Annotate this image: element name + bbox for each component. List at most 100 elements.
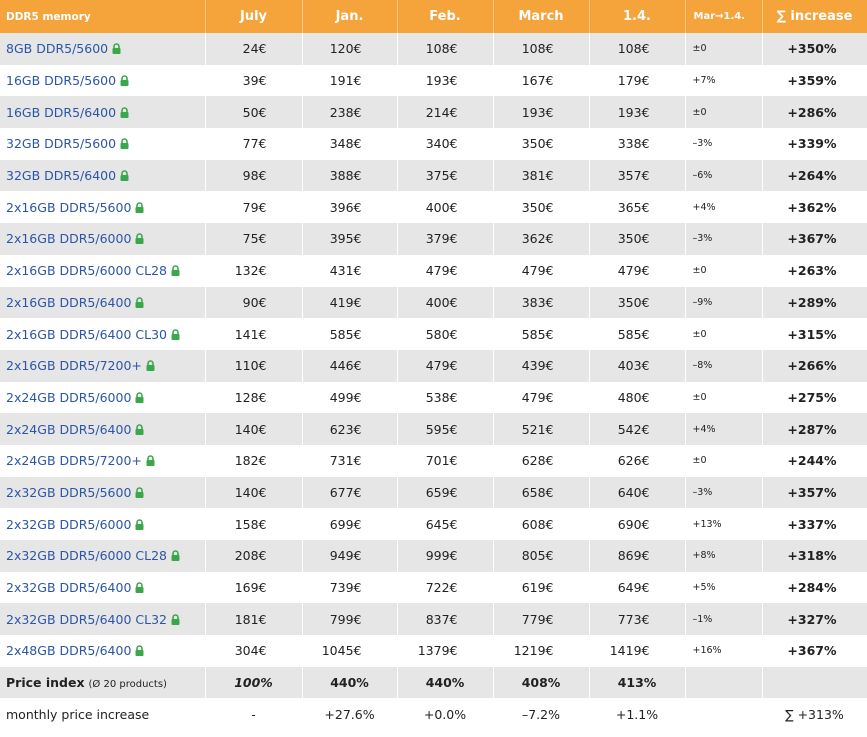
price-cell: 350€: [589, 286, 686, 319]
product-link[interactable]: 2x16GB DDR5/7200+: [6, 358, 142, 374]
change-cell: +4%: [685, 191, 763, 224]
product-link[interactable]: 2x32GB DDR5/6400 CL32: [6, 611, 167, 627]
change-cell: ±0: [685, 444, 763, 477]
increase-cell: +362%: [762, 191, 867, 224]
product-cell: 2x24GB DDR5/6400: [0, 413, 206, 445]
increase-cell: +275%: [762, 381, 867, 414]
price-cell: 396€: [302, 191, 398, 224]
price-cell: 340€: [397, 128, 494, 160]
price-index-label: Price index: [6, 675, 85, 691]
lock-icon: [171, 265, 180, 277]
price-cell: 140€: [205, 476, 303, 509]
price-cell: 699€: [302, 508, 398, 540]
product-link[interactable]: 2x32GB DDR5/6000: [6, 516, 132, 532]
monthly-total: ∑ +313%: [762, 698, 867, 731]
column-header: Jan.: [302, 0, 398, 33]
product-row: 2x32GB DDR5/5600 140€ 677€ 659€ 658€ 640€ –3% +…: [0, 476, 867, 509]
product-link[interactable]: 2x16GB DDR5/5600: [6, 199, 132, 215]
price-cell: 731€: [302, 444, 398, 477]
increase-cell: +266%: [762, 349, 867, 382]
monthly-row: monthly price increase - +27.6% +0.0% –7.2% +…: [0, 698, 867, 731]
price-cell: 480€: [589, 381, 686, 414]
product-row: 2x24GB DDR5/7200+ 182€ 731€ 701€ 628€ 626€ ±0 +…: [0, 444, 867, 477]
price-cell: 446€: [302, 349, 398, 382]
change-cell: –3%: [685, 223, 763, 255]
price-cell: 585€: [302, 318, 398, 350]
price-cell: 362€: [493, 223, 590, 255]
product-link[interactable]: 2x16GB DDR5/6400: [6, 294, 132, 310]
product-row: 2x16GB DDR5/6000 75€ 395€ 379€ 362€ 350€ –3% +3…: [0, 223, 867, 255]
price-cell: 649€: [589, 571, 686, 604]
price-cell: 193€: [493, 96, 590, 129]
product-row: 2x32GB DDR5/6000 CL28 208€ 949€ 999€ 805€ 869…: [0, 540, 867, 572]
price-cell: 799€: [302, 603, 398, 636]
price-cell: 739€: [302, 571, 398, 604]
price-cell: 499€: [302, 381, 398, 414]
product-link[interactable]: 2x32GB DDR5/5600: [6, 484, 132, 500]
product-link[interactable]: 32GB DDR5/5600: [6, 136, 117, 152]
price-index-label-cell: Price index (Ø 20 products): [0, 666, 206, 699]
price-cell: 439€: [493, 349, 590, 382]
product-link[interactable]: 2x24GB DDR5/7200+: [6, 453, 142, 469]
product-cell: 2x32GB DDR5/6400: [0, 571, 206, 604]
price-cell: 169€: [205, 571, 303, 604]
change-cell: +7%: [685, 64, 763, 97]
price-cell: 24€: [205, 33, 303, 65]
product-row: 2x24GB DDR5/6000 128€ 499€ 538€ 479€ 480€ ±0 +2…: [0, 381, 867, 414]
product-cell: 2x16GB DDR5/5600: [0, 191, 206, 224]
product-row: 2x16GB DDR5/6400 CL30 141€ 585€ 580€ 585€ 585…: [0, 318, 867, 350]
lock-icon: [146, 455, 155, 467]
price-cell: 585€: [589, 318, 686, 350]
lock-icon: [135, 487, 144, 498]
change-cell: –3%: [685, 476, 763, 509]
change-cell: ±0: [685, 96, 763, 129]
price-cell: 350€: [589, 223, 686, 255]
price-cell: 722€: [397, 571, 494, 604]
increase-cell: +350%: [762, 33, 867, 65]
price-cell: 690€: [589, 508, 686, 540]
product-link[interactable]: 8GB DDR5/5600: [6, 41, 109, 57]
column-header: Mar→1.4.: [685, 0, 763, 33]
product-link[interactable]: 32GB DDR5/6400: [6, 168, 117, 184]
column-header: ∑ increase: [762, 0, 867, 33]
lock-icon: [120, 138, 129, 150]
product-link[interactable]: 2x48GB DDR5/6400: [6, 643, 132, 659]
product-cell: 2x16GB DDR5/6000 CL28: [0, 254, 206, 287]
price-cell: 158€: [205, 508, 303, 540]
product-row: 2x32GB DDR5/6400 169€ 739€ 722€ 619€ 649€ +5% +…: [0, 571, 867, 604]
price-cell: 659€: [397, 476, 494, 509]
lock-icon: [171, 550, 180, 562]
product-link[interactable]: 2x32GB DDR5/6400: [6, 580, 132, 596]
column-header: March: [493, 0, 590, 33]
change-cell: –3%: [685, 128, 763, 160]
product-link[interactable]: 2x24GB DDR5/6000: [6, 389, 132, 405]
product-link[interactable]: 2x32GB DDR5/6000 CL28: [6, 548, 167, 564]
product-link[interactable]: 2x16GB DDR5/6400 CL30: [6, 326, 167, 342]
product-cell: 32GB DDR5/5600: [0, 128, 206, 160]
price-cell: 132€: [205, 254, 303, 287]
product-cell: 2x16GB DDR5/7200+: [0, 349, 206, 382]
price-cell: 90€: [205, 286, 303, 319]
increase-cell: +357%: [762, 476, 867, 509]
product-link[interactable]: 2x16GB DDR5/6000 CL28: [6, 263, 167, 279]
price-cell: 208€: [205, 540, 303, 572]
increase-cell: +263%: [762, 254, 867, 287]
product-link[interactable]: 2x16GB DDR5/6000: [6, 231, 132, 247]
price-cell: 658€: [493, 476, 590, 509]
price-cell: 179€: [589, 64, 686, 97]
lock-icon: [135, 645, 144, 657]
price-cell: 1379€: [397, 635, 494, 667]
product-row: 2x24GB DDR5/6400 140€ 623€ 595€ 521€ 542€ +4% +…: [0, 413, 867, 445]
lock-icon: [135, 392, 144, 403]
column-header: 1.4.: [589, 0, 686, 33]
product-cell: 32GB DDR5/6400: [0, 159, 206, 192]
product-link[interactable]: 2x24GB DDR5/6400: [6, 421, 132, 437]
price-cell: 701€: [397, 444, 494, 477]
price-cell: 773€: [589, 603, 686, 636]
product-cell: 2x24GB DDR5/7200+: [0, 444, 206, 477]
product-link[interactable]: 16GB DDR5/6400: [6, 104, 117, 120]
change-cell: ±0: [685, 254, 763, 287]
product-link[interactable]: 16GB DDR5/5600: [6, 73, 117, 89]
price-cell: 626€: [589, 444, 686, 477]
price-cell: 645€: [397, 508, 494, 540]
